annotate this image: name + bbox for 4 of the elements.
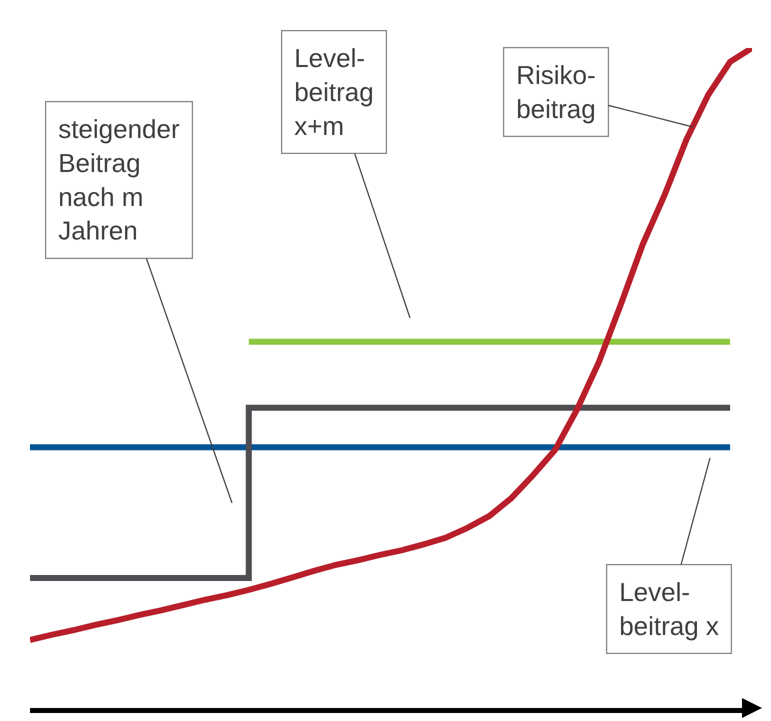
annotation: Level- beitrag x+m: [294, 43, 374, 141]
annotation: Level- beitrag x: [619, 577, 719, 641]
annotation: Risiko- beitrag: [516, 60, 596, 124]
annotation: steigender Beitrag nach m Jahren: [58, 114, 180, 246]
